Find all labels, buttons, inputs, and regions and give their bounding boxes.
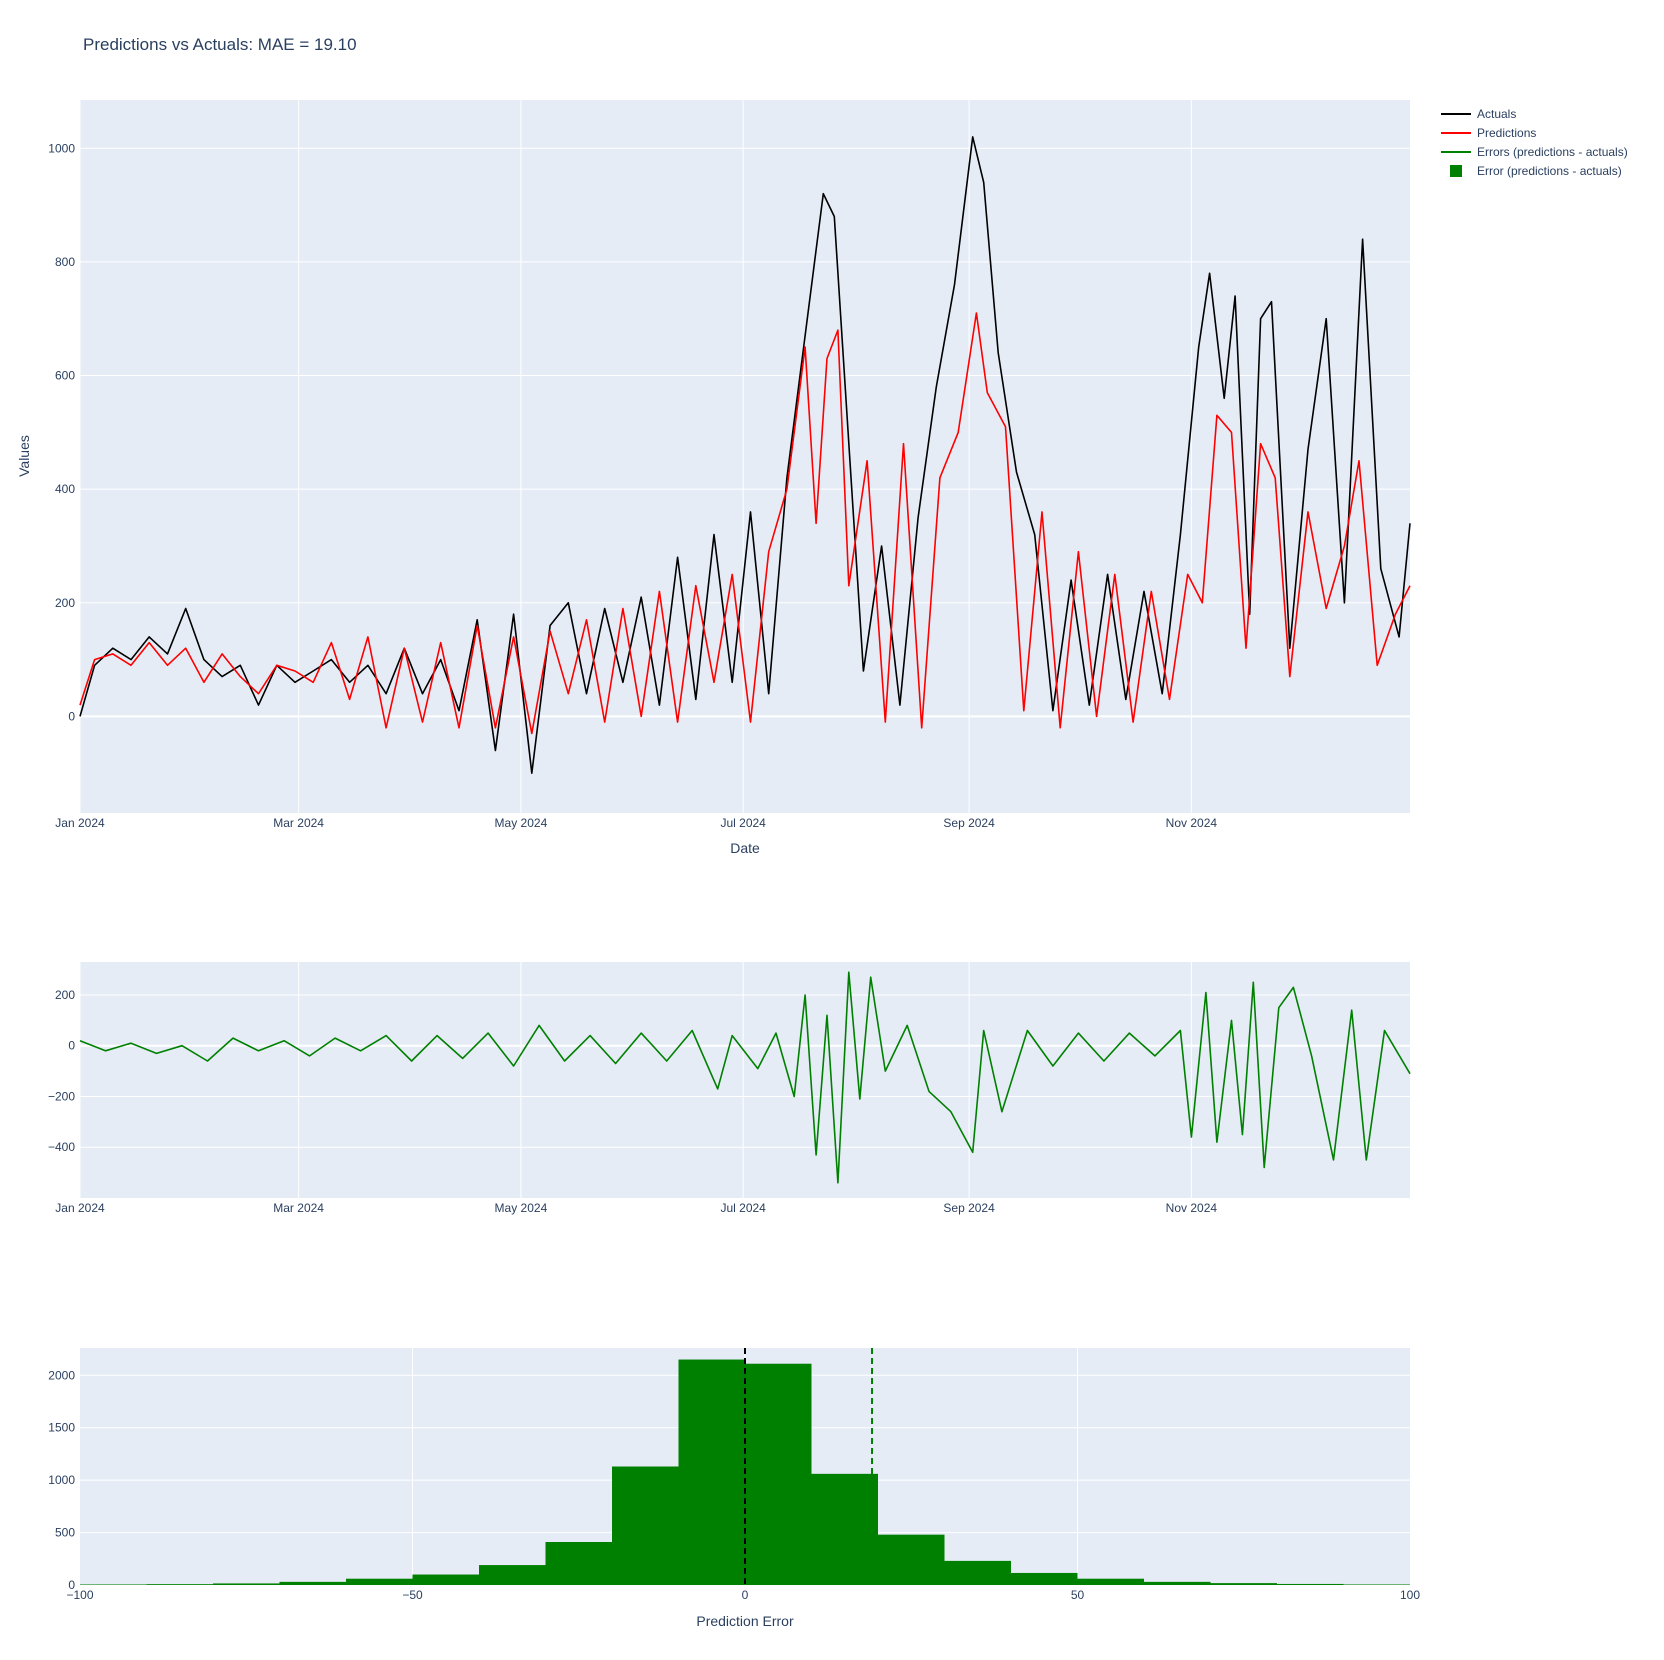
y-axis-title-main: Values xyxy=(16,435,32,477)
histogram-bar xyxy=(545,1542,612,1585)
y-tick-label: 0 xyxy=(68,1578,75,1592)
legend-label: Errors (predictions - actuals) xyxy=(1477,145,1628,159)
y-tick-label: 600 xyxy=(55,369,75,383)
histogram-bars xyxy=(80,1359,1410,1585)
y-tick-label: 500 xyxy=(55,1526,75,1540)
y-tick-label: 1000 xyxy=(48,141,75,155)
histogram-bar xyxy=(213,1583,280,1585)
y-tick-label: −200 xyxy=(48,1089,75,1103)
x-tick-label: −50 xyxy=(402,1588,423,1602)
y-tick-label: 0 xyxy=(68,1039,75,1053)
error-histogram: 0 500 1000 1500 2000 −100 −50 0 50 100 Predictio… xyxy=(48,1348,1420,1629)
y-tick-label: 800 xyxy=(55,255,75,269)
x-tick-label: Sep 2024 xyxy=(943,1201,995,1215)
x-tick-label: −100 xyxy=(66,1588,93,1602)
histogram-bar xyxy=(479,1565,546,1585)
y-tick-label: 1000 xyxy=(48,1473,75,1487)
x-tick-labels-errors: Jan 2024 Mar 2024 May 2024 Jul 2024 Sep 2024… xyxy=(55,1201,1217,1215)
histogram-bar xyxy=(412,1574,479,1585)
x-tick-label: Mar 2024 xyxy=(273,1201,324,1215)
histogram-bar xyxy=(1210,1583,1277,1585)
legend[interactable]: Actuals Predictions Errors (predictions - … xyxy=(1441,107,1628,178)
histogram-bar xyxy=(745,1363,812,1585)
histogram-bar xyxy=(612,1466,679,1585)
histogram-bar xyxy=(944,1560,1011,1585)
x-axis-title-main: Date xyxy=(730,840,760,856)
histogram-bar xyxy=(80,1584,147,1585)
legend-item[interactable]: Error (predictions - actuals) xyxy=(1450,164,1622,178)
histogram-bar xyxy=(811,1473,878,1585)
gridlines-main xyxy=(79,100,1410,813)
series-errors xyxy=(79,971,1411,1184)
x-tick-label: May 2024 xyxy=(495,816,548,830)
main-line-chart: 0 200 400 600 800 1000 Jan 2024 Mar 2024 May 20… xyxy=(16,100,1411,856)
series-line-actuals xyxy=(79,136,1411,774)
x-tick-label: Jan 2024 xyxy=(55,1201,105,1215)
x-tick-label: Jan 2024 xyxy=(55,816,105,830)
series-main xyxy=(79,136,1411,774)
y-tick-label: −400 xyxy=(48,1140,75,1154)
series-line-predictions xyxy=(79,312,1411,735)
plot-area-main xyxy=(80,100,1410,813)
x-tick-label: 50 xyxy=(1071,1588,1085,1602)
y-tick-labels-histogram: 0 500 1000 1500 2000 xyxy=(48,1368,75,1592)
histogram-bar xyxy=(878,1534,945,1585)
x-tick-labels-main: Jan 2024 Mar 2024 May 2024 Jul 2024 Sep 2024… xyxy=(55,816,1217,830)
x-tick-label: May 2024 xyxy=(495,1201,548,1215)
legend-item[interactable]: Actuals xyxy=(1441,107,1516,121)
legend-item[interactable]: Predictions xyxy=(1441,126,1536,140)
histogram-bar xyxy=(279,1581,346,1585)
x-axis-title-histogram: Prediction Error xyxy=(696,1613,794,1629)
y-tick-label: 200 xyxy=(55,988,75,1002)
histogram-bar xyxy=(146,1584,213,1585)
histogram-bar xyxy=(678,1359,745,1585)
legend-label: Predictions xyxy=(1477,126,1536,140)
y-tick-label: 0 xyxy=(68,709,75,723)
y-tick-label: 200 xyxy=(55,596,75,610)
error-line-chart: 200 0 −200 −400 Jan 2024 Mar 2024 May 2024 Jul… xyxy=(48,962,1411,1215)
series-line-errors-predictions-actuals xyxy=(79,971,1411,1184)
chart-title: Predictions vs Actuals: MAE = 19.10 xyxy=(83,35,357,54)
x-tick-label: Nov 2024 xyxy=(1166,1201,1218,1215)
y-tick-labels-errors: 200 0 −200 −400 xyxy=(48,988,75,1154)
gridlines-errors xyxy=(79,962,1410,1198)
x-tick-label: 100 xyxy=(1400,1588,1420,1602)
x-tick-label: Jul 2024 xyxy=(720,1201,766,1215)
y-tick-label: 1500 xyxy=(48,1421,75,1435)
histogram-bar xyxy=(1343,1584,1410,1585)
x-tick-labels-histogram: −100 −50 0 50 100 xyxy=(66,1588,1420,1602)
y-tick-labels-main: 0 200 400 600 800 1000 xyxy=(48,141,75,723)
histogram-bar xyxy=(1144,1581,1211,1585)
y-tick-label: 2000 xyxy=(48,1368,75,1382)
legend-item[interactable]: Errors (predictions - actuals) xyxy=(1441,145,1628,159)
legend-label: Actuals xyxy=(1477,107,1516,121)
histogram-bar xyxy=(1277,1583,1344,1585)
histogram-bar xyxy=(346,1578,413,1585)
histogram-bar xyxy=(1077,1578,1144,1585)
legend-label: Error (predictions - actuals) xyxy=(1477,164,1622,178)
x-tick-label: Sep 2024 xyxy=(943,816,995,830)
x-tick-label: Nov 2024 xyxy=(1166,816,1218,830)
plot-area-errors xyxy=(80,962,1410,1198)
x-tick-label: Jul 2024 xyxy=(720,816,766,830)
y-tick-label: 400 xyxy=(55,482,75,496)
x-tick-label: Mar 2024 xyxy=(273,816,324,830)
histogram-bar xyxy=(1011,1572,1078,1585)
x-tick-label: 0 xyxy=(742,1588,749,1602)
legend-square-swatch xyxy=(1450,165,1462,177)
